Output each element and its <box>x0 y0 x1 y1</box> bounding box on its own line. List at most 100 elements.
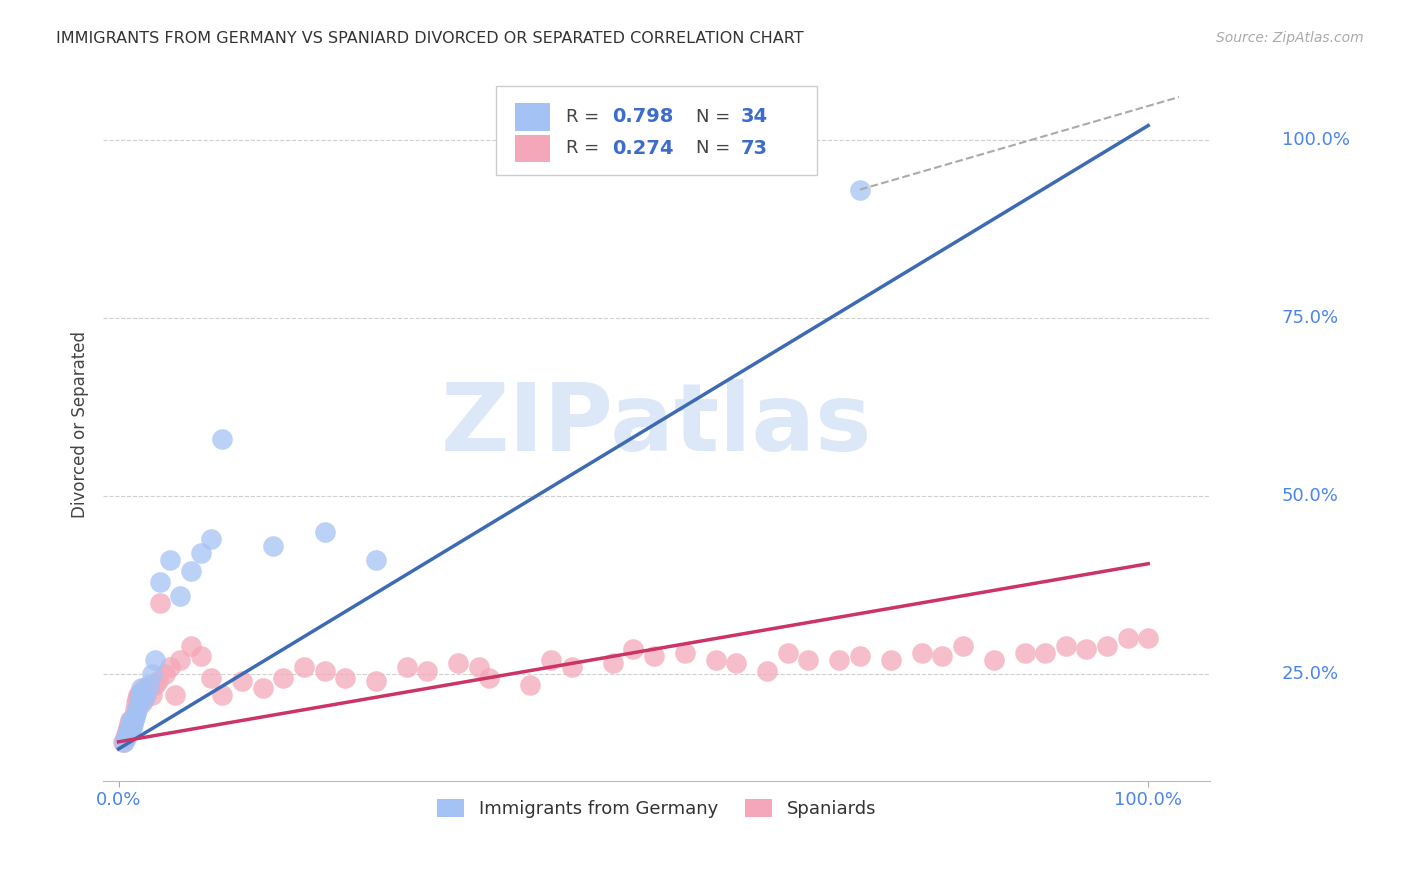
Y-axis label: Divorced or Separated: Divorced or Separated <box>72 331 89 518</box>
Point <box>143 653 166 667</box>
Point <box>127 692 149 706</box>
Point <box>540 653 562 667</box>
Point <box>121 721 143 735</box>
Point <box>114 728 136 742</box>
Point <box>125 696 148 710</box>
Point <box>602 657 624 671</box>
Point <box>880 653 903 667</box>
Text: 75.0%: 75.0% <box>1282 309 1339 326</box>
Point <box>134 681 156 696</box>
Point <box>122 714 145 728</box>
Point <box>138 681 160 696</box>
Point <box>127 689 149 703</box>
Point <box>643 649 665 664</box>
Point <box>141 689 163 703</box>
Point <box>135 689 157 703</box>
Point <box>169 589 191 603</box>
Point <box>1076 642 1098 657</box>
Point <box>1095 639 1118 653</box>
Point <box>252 681 274 696</box>
Point <box>118 717 141 731</box>
Point <box>134 692 156 706</box>
Point <box>561 660 583 674</box>
Point <box>153 667 176 681</box>
Point <box>725 657 748 671</box>
Point <box>121 717 143 731</box>
Point <box>931 649 953 664</box>
Point <box>190 649 212 664</box>
FancyBboxPatch shape <box>496 87 817 176</box>
Point <box>364 674 387 689</box>
Point <box>180 639 202 653</box>
Point <box>180 564 202 578</box>
Point <box>849 183 872 197</box>
Point <box>129 681 152 696</box>
Text: 0.274: 0.274 <box>612 139 673 158</box>
Point <box>1137 632 1160 646</box>
Point <box>211 432 233 446</box>
Point <box>122 710 145 724</box>
Point <box>118 721 141 735</box>
Point <box>273 671 295 685</box>
Point <box>124 710 146 724</box>
Point <box>129 689 152 703</box>
Point <box>128 689 150 703</box>
Point <box>149 574 172 589</box>
Point <box>117 721 139 735</box>
Point <box>952 639 974 653</box>
Text: 73: 73 <box>741 139 768 158</box>
Text: 34: 34 <box>741 107 768 127</box>
Point <box>292 660 315 674</box>
Point <box>673 646 696 660</box>
Point <box>131 696 153 710</box>
Point <box>395 660 418 674</box>
Point <box>122 717 145 731</box>
Point <box>468 660 491 674</box>
Point <box>111 735 134 749</box>
Point <box>519 678 541 692</box>
Point <box>132 689 155 703</box>
Point <box>118 717 141 731</box>
Point <box>159 660 181 674</box>
Legend: Immigrants from Germany, Spaniards: Immigrants from Germany, Spaniards <box>430 791 883 825</box>
Point <box>1116 632 1139 646</box>
Point <box>143 678 166 692</box>
Point <box>828 653 851 667</box>
Point <box>849 649 872 664</box>
Point <box>128 696 150 710</box>
Point <box>129 685 152 699</box>
Point <box>211 689 233 703</box>
Point <box>314 664 336 678</box>
Point <box>200 532 222 546</box>
Point <box>120 721 142 735</box>
Point <box>1054 639 1077 653</box>
Point <box>797 653 820 667</box>
Point <box>159 553 181 567</box>
Point <box>127 703 149 717</box>
Point <box>704 653 727 667</box>
Text: ZIPatlas: ZIPatlas <box>441 379 872 471</box>
Point <box>447 657 470 671</box>
Point <box>131 689 153 703</box>
Point <box>118 714 141 728</box>
Point <box>117 724 139 739</box>
Text: 100.0%: 100.0% <box>1282 131 1350 149</box>
Point <box>231 674 253 689</box>
Point <box>478 671 501 685</box>
Point <box>776 646 799 660</box>
Point <box>114 731 136 746</box>
Point <box>138 678 160 692</box>
Point <box>364 553 387 567</box>
Point <box>262 539 284 553</box>
Point <box>129 689 152 703</box>
Text: R =: R = <box>565 108 605 126</box>
Text: 50.0%: 50.0% <box>1282 487 1339 505</box>
Point <box>135 685 157 699</box>
Point <box>169 653 191 667</box>
Point <box>114 731 136 746</box>
Point <box>983 653 1005 667</box>
Point <box>165 689 187 703</box>
Point <box>124 703 146 717</box>
Point <box>122 714 145 728</box>
Text: N =: N = <box>696 108 737 126</box>
